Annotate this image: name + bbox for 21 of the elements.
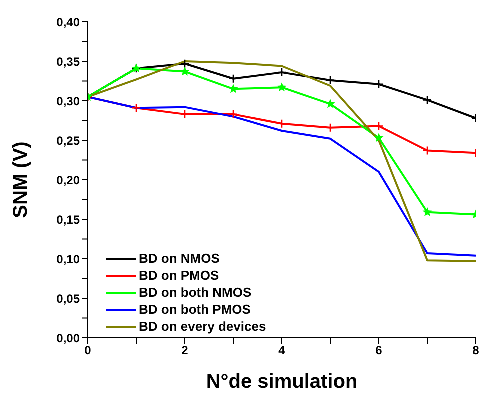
legend-label: BD on PMOS [139,267,220,284]
x-tick-label: 6 [376,344,383,358]
legend-label: BD on both PMOS [139,301,251,318]
y-tick-label: 0,35 [56,54,80,69]
x-tick-label: 8 [472,344,480,358]
x-axis-title: N°de simulation [206,371,358,393]
y-tick-label: 0,15 [56,212,80,227]
y-tick-label: 0,10 [56,252,80,266]
y-tick-label: 0,40 [56,15,80,30]
y-tick-label: 0,00 [56,331,80,346]
y-tick-label: 0,30 [56,94,80,108]
y-tick-label: 0,25 [56,134,80,148]
y-tick-label: 0,05 [56,292,80,306]
x-tick-label: 4 [278,344,286,358]
legend-label: BD on NMOS [139,250,220,267]
legend-label: BD on every devices [139,318,266,335]
legend-label: BD on both NMOS [139,284,252,301]
x-tick-label: 0 [84,344,92,358]
y-axis-title: SNM (V) [10,142,32,218]
x-tick-label: 2 [182,344,189,358]
y-tick-label: 0,20 [56,173,80,188]
